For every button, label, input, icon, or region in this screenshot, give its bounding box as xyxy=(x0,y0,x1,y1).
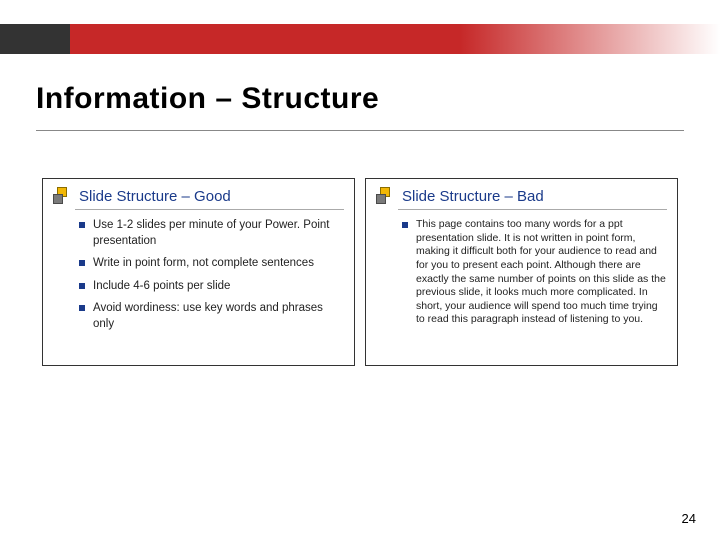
panel-bad-title: Slide Structure – Bad xyxy=(402,188,544,205)
slide-title: Information – Structure xyxy=(36,82,379,116)
comparison-panels: Slide Structure – Good Use 1-2 slides pe… xyxy=(42,178,678,366)
panel-good-bullets: Use 1-2 slides per minute of your Power.… xyxy=(53,218,344,332)
panel-icon xyxy=(53,187,71,205)
bullet-item: Use 1-2 slides per minute of your Power.… xyxy=(79,218,344,249)
panel-rule xyxy=(75,209,344,210)
panel-good-title: Slide Structure – Good xyxy=(79,188,231,205)
bullet-item: This page contains too many words for a … xyxy=(402,218,667,327)
panel-bad: Slide Structure – Bad This page contains… xyxy=(365,178,678,366)
panel-bad-header: Slide Structure – Bad xyxy=(376,187,667,205)
panel-rule xyxy=(398,209,667,210)
header-bar-dark-block xyxy=(0,24,70,54)
panel-bad-bullets: This page contains too many words for a … xyxy=(376,218,667,327)
bullet-item: Include 4-6 points per slide xyxy=(79,279,344,295)
header-bar xyxy=(0,24,720,54)
bullet-item: Write in point form, not complete senten… xyxy=(79,256,344,272)
panel-good: Slide Structure – Good Use 1-2 slides pe… xyxy=(42,178,355,366)
bullet-item: Avoid wordiness: use key words and phras… xyxy=(79,301,344,332)
title-underline xyxy=(36,130,684,131)
page-number: 24 xyxy=(682,511,696,526)
panel-icon xyxy=(376,187,394,205)
panel-good-header: Slide Structure – Good xyxy=(53,187,344,205)
header-bar-red-gradient xyxy=(70,24,720,54)
